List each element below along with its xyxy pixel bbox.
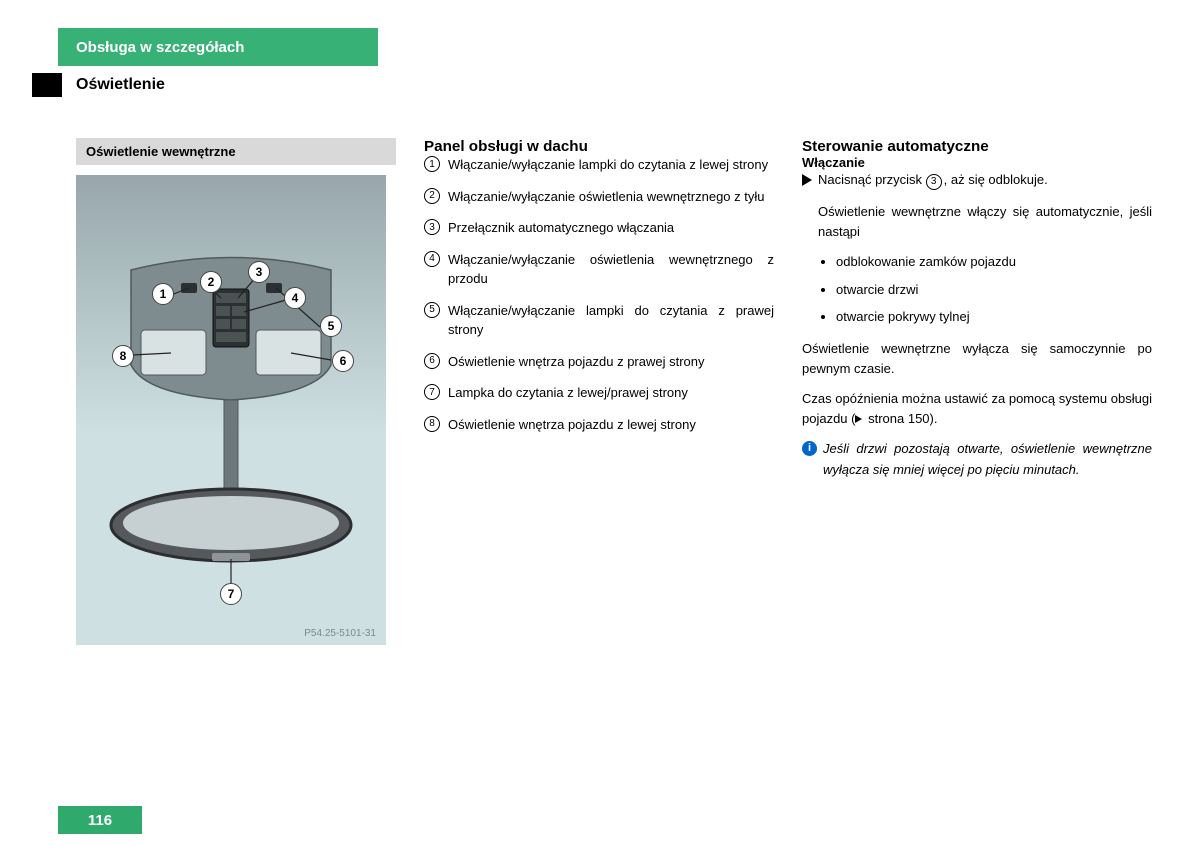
legend-num-2: 2 <box>424 188 440 204</box>
legend-num-5: 5 <box>424 302 440 318</box>
step-1-text: Nacisnąć przycisk 3, aż się odblokuje. <box>818 170 1152 190</box>
legend-text-3: Przełącznik automatycznego włączania <box>448 218 774 238</box>
legend-num-8: 8 <box>424 416 440 432</box>
figure-illustration: 1 2 3 4 5 6 7 8 P54.25-5101-31 <box>76 175 386 645</box>
manual-page: Obsługa w szczegółach Oświetlenie Oświet… <box>0 0 1200 858</box>
figure-title-bar: Oświetlenie wewnętrzne <box>76 138 396 165</box>
para2-pageref: strona 150 <box>868 411 929 426</box>
bullet-item: otwarcie drzwi <box>836 280 1152 300</box>
legend-text-5: Włączanie/wyłączanie lampki do czytania … <box>448 301 774 340</box>
callout-1: 1 <box>152 283 174 305</box>
info-text: Jeśli drzwi pozostają otwarte, oświetlen… <box>823 439 1152 479</box>
info-icon: i <box>802 441 817 456</box>
callout-6: 6 <box>332 350 354 372</box>
col3-subheading: Włączanie <box>802 155 1152 170</box>
step1-suffix: , aż się odblokuje. <box>944 172 1048 187</box>
page-number-badge: 116 <box>58 806 142 834</box>
legend-row: 2 Włączanie/wyłączanie oświetlenia wewnę… <box>424 187 774 207</box>
legend-text-4: Włączanie/wyłączanie oświetlenia wewnętr… <box>448 250 774 289</box>
legend-num-7: 7 <box>424 384 440 400</box>
legend-row: 4 Włączanie/wyłączanie oświetlenia wewnę… <box>424 250 774 289</box>
legend-text-1: Włączanie/wyłączanie lampki do czytania … <box>448 155 774 175</box>
legend-num-6: 6 <box>424 353 440 369</box>
legend-row: 6 Oświetlenie wnętrza pojazdu z prawej s… <box>424 352 774 372</box>
step1-prefix: Nacisnąć przycisk <box>818 172 926 187</box>
callout-5: 5 <box>320 315 342 337</box>
callout-4: 4 <box>284 287 306 309</box>
column-2: Panel obsługi w dachu 1 Włączanie/wyłącz… <box>424 138 774 645</box>
crossref-triangle-icon <box>855 415 862 423</box>
legend-text-6: Oświetlenie wnętrza pojazdu z prawej str… <box>448 352 774 372</box>
callout-3: 3 <box>248 261 270 283</box>
intro-block: Oświetlenie wewnętrzne włączy się automa… <box>818 202 1152 242</box>
column-1: Oświetlenie wewnętrzne <box>76 138 396 645</box>
page-number: 116 <box>88 812 112 829</box>
bullet-item: otwarcie pokrywy tylnej <box>836 307 1152 327</box>
legend-text-2: Włączanie/wyłączanie oświetlenia wewnętr… <box>448 187 774 207</box>
legend-row: 1 Włączanie/wyłączanie lampki do czytani… <box>424 155 774 175</box>
step-arrow-icon <box>802 172 818 192</box>
col3-heading: Sterowanie automatyczne <box>802 138 1152 155</box>
para2-suffix: ). <box>930 411 938 426</box>
callout-2: 2 <box>200 271 222 293</box>
legend-num-1: 1 <box>424 156 440 172</box>
chapter-title: Obsługa w szczegółach <box>76 39 244 56</box>
legend-text-8: Oświetlenie wnętrza pojazdu z lewej stro… <box>448 415 774 435</box>
legend-num-4: 4 <box>424 251 440 267</box>
legend-row: 3 Przełącznik automatycznego włączania <box>424 218 774 238</box>
column-3: Sterowanie automatyczne Włączanie Nacisn… <box>802 138 1152 645</box>
console-svg <box>76 175 386 645</box>
bullet-item: odblokowanie zamków pojazdu <box>836 252 1152 272</box>
section-tab <box>32 73 62 97</box>
step-row: Nacisnąć przycisk 3, aż się odblokuje. <box>802 170 1152 192</box>
chapter-header: Obsługa w szczegółach <box>58 28 378 66</box>
col2-heading: Panel obsługi w dachu <box>424 138 774 155</box>
step1-ref-circle: 3 <box>926 174 942 190</box>
content-columns: Oświetlenie wewnętrzne <box>76 138 1152 645</box>
callout-7: 7 <box>220 583 242 605</box>
legend-row: 5 Włączanie/wyłączanie lampki do czytani… <box>424 301 774 340</box>
section-title: Oświetlenie <box>76 76 165 94</box>
callout-8: 8 <box>112 345 134 367</box>
para-1: Oświetlenie wewnętrzne wyłącza się samoc… <box>802 339 1152 379</box>
info-note: i Jeśli drzwi pozostają otwarte, oświetl… <box>802 439 1152 479</box>
legend-text-7: Lampka do czytania z lewej/prawej strony <box>448 383 774 403</box>
legend-num-3: 3 <box>424 219 440 235</box>
legend-row: 7 Lampka do czytania z lewej/prawej stro… <box>424 383 774 403</box>
para-2: Czas opóźnienia można ustawić za pomocą … <box>802 389 1152 429</box>
bullet-list: odblokowanie zamków pojazdu otwarcie drz… <box>836 252 1152 327</box>
figure-code: P54.25-5101-31 <box>304 628 376 639</box>
legend-row: 8 Oświetlenie wnętrza pojazdu z lewej st… <box>424 415 774 435</box>
